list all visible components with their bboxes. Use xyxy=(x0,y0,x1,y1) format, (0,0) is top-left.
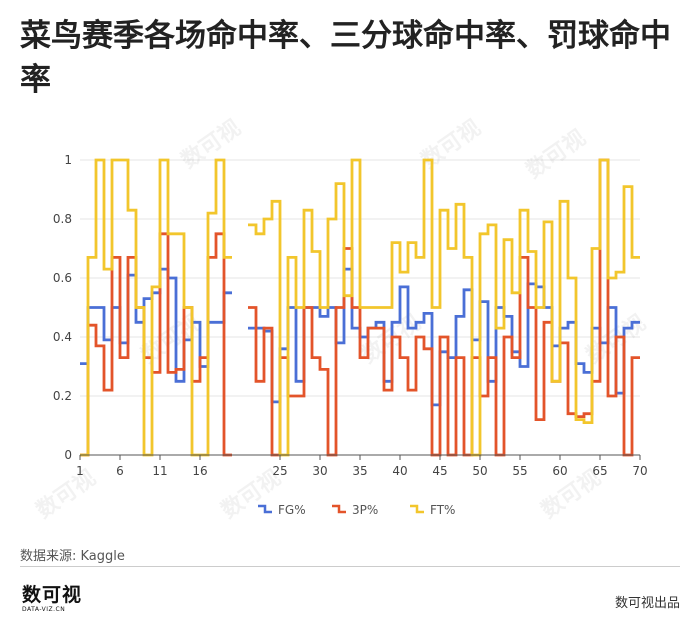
watermark-text: 数可视 xyxy=(31,465,100,524)
legend-label: FG% xyxy=(278,503,306,517)
y-tick-label: 1 xyxy=(64,153,72,167)
legend-label: 3P% xyxy=(352,503,378,517)
y-axis: 0 0.2 0.4 0.6 0.8 1 xyxy=(53,153,72,462)
brand-logo: 数可视 DATA-VIZ.CN xyxy=(22,584,82,618)
x-tick-label: 1 xyxy=(76,464,84,478)
y-tick-label: 0.2 xyxy=(53,389,72,403)
x-tick-label: 55 xyxy=(512,464,527,478)
x-tick-label: 45 xyxy=(432,464,447,478)
x-axis: 1 6 11 16 25 30 35 40 45 50 55 60 65 70 xyxy=(76,454,648,478)
watermark-text: 数可视 xyxy=(416,115,485,174)
legend-swatch xyxy=(258,504,272,514)
x-tick-label: 25 xyxy=(272,464,287,478)
y-tick-label: 0.6 xyxy=(53,271,72,285)
y-tick-label: 0.4 xyxy=(53,330,72,344)
x-tick-label: 65 xyxy=(592,464,607,478)
logo-text: 数可视 xyxy=(22,584,83,606)
logo-subtext: DATA-VIZ.CN xyxy=(22,606,66,613)
watermark-text: 数可视 xyxy=(521,125,590,184)
x-tick-label: 40 xyxy=(392,464,407,478)
legend: FG% 3P% FT% xyxy=(258,503,455,517)
x-tick-label: 35 xyxy=(352,464,367,478)
y-tick-label: 0 xyxy=(64,448,72,462)
watermark-text: 数可视 xyxy=(176,115,245,174)
x-tick-label: 6 xyxy=(116,464,124,478)
series-line-ftpct xyxy=(80,158,640,457)
data-source: 数据来源: Kaggle xyxy=(20,549,125,564)
series-lines xyxy=(80,158,640,457)
legend-swatch xyxy=(410,504,424,514)
footer-divider xyxy=(20,566,680,567)
x-tick-label: 11 xyxy=(152,464,167,478)
x-tick-label: 50 xyxy=(472,464,487,478)
legend-swatch xyxy=(332,504,346,514)
x-tick-label: 30 xyxy=(312,464,327,478)
brand-credit: 数可视出品 xyxy=(614,596,680,611)
chart-title: 菜鸟赛季各场命中率、三分球命中率、罚球命中率 xyxy=(20,18,671,98)
x-tick-label: 60 xyxy=(552,464,567,478)
x-tick-label: 16 xyxy=(192,464,207,478)
legend-label: FT% xyxy=(430,503,455,517)
y-tick-label: 0.8 xyxy=(53,212,72,226)
watermark-text: 数可视 xyxy=(136,310,205,369)
x-tick-label: 70 xyxy=(632,464,647,478)
